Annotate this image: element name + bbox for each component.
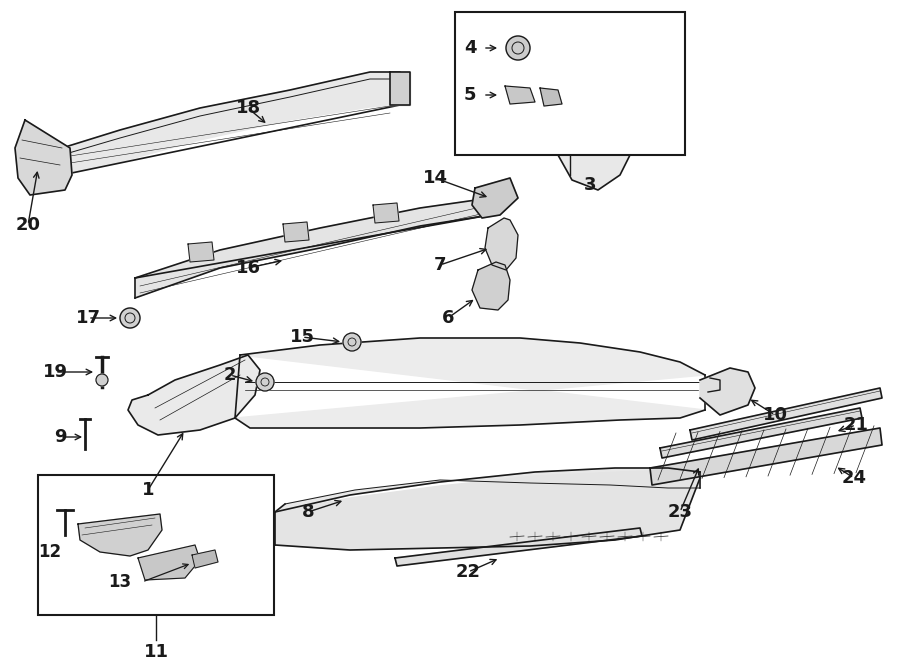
Polygon shape — [78, 514, 162, 556]
Polygon shape — [135, 198, 490, 298]
Text: 24: 24 — [842, 469, 867, 487]
Text: 19: 19 — [42, 363, 68, 381]
Polygon shape — [62, 72, 400, 175]
Polygon shape — [283, 222, 309, 242]
Polygon shape — [188, 242, 214, 262]
Text: 11: 11 — [143, 643, 168, 661]
Text: 21: 21 — [843, 416, 868, 434]
Text: 17: 17 — [76, 309, 101, 327]
Polygon shape — [390, 72, 410, 105]
Polygon shape — [472, 178, 518, 218]
Text: 8: 8 — [302, 503, 314, 521]
Polygon shape — [275, 470, 700, 550]
Text: 22: 22 — [455, 563, 481, 581]
Polygon shape — [373, 203, 399, 223]
Circle shape — [343, 333, 361, 351]
Text: 5: 5 — [464, 86, 476, 104]
Text: 15: 15 — [290, 328, 314, 346]
Text: 4: 4 — [464, 39, 476, 57]
Polygon shape — [15, 120, 72, 195]
Text: 12: 12 — [39, 543, 61, 561]
Circle shape — [120, 308, 140, 328]
Polygon shape — [138, 545, 200, 580]
Polygon shape — [275, 468, 700, 512]
Circle shape — [506, 36, 530, 60]
Polygon shape — [485, 218, 518, 270]
Text: 6: 6 — [442, 309, 454, 327]
Text: 16: 16 — [236, 259, 260, 277]
Text: 9: 9 — [54, 428, 67, 446]
Polygon shape — [235, 338, 705, 428]
Bar — [38, 475, 274, 615]
Text: 10: 10 — [762, 406, 788, 424]
Text: 14: 14 — [422, 169, 447, 187]
Text: 23: 23 — [668, 503, 692, 521]
Polygon shape — [395, 528, 642, 566]
Polygon shape — [192, 550, 218, 568]
Text: 20: 20 — [15, 216, 40, 234]
Polygon shape — [472, 262, 510, 310]
Polygon shape — [660, 408, 862, 458]
Polygon shape — [650, 428, 882, 485]
Polygon shape — [505, 86, 535, 104]
Text: 13: 13 — [108, 573, 131, 591]
Polygon shape — [128, 355, 260, 435]
Text: 1: 1 — [142, 481, 154, 499]
Text: 3: 3 — [584, 176, 596, 194]
Polygon shape — [700, 368, 755, 415]
Polygon shape — [690, 388, 882, 440]
Circle shape — [96, 374, 108, 386]
Polygon shape — [556, 55, 635, 190]
Circle shape — [256, 373, 274, 391]
Polygon shape — [540, 88, 562, 106]
Text: 7: 7 — [434, 256, 446, 274]
Text: 2: 2 — [224, 366, 236, 384]
Bar — [455, 12, 685, 155]
Text: 18: 18 — [236, 99, 261, 117]
